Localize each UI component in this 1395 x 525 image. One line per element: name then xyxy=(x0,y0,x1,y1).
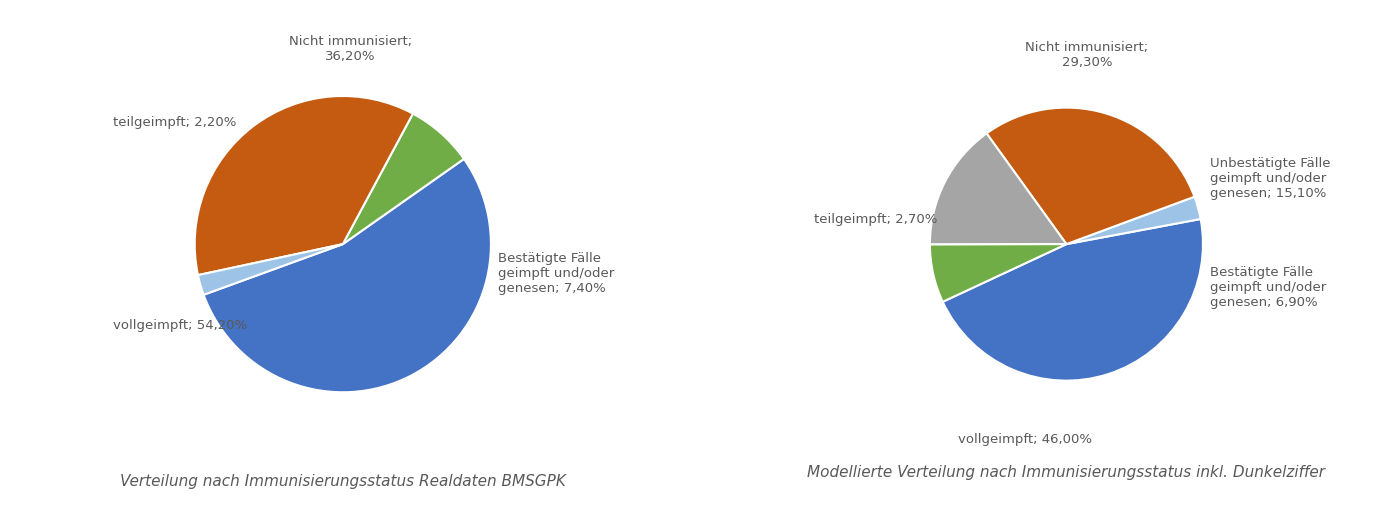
Wedge shape xyxy=(1066,197,1201,244)
Wedge shape xyxy=(204,159,491,392)
Text: Nicht immunisiert;
36,20%: Nicht immunisiert; 36,20% xyxy=(289,35,412,64)
Text: vollgeimpft; 54,20%: vollgeimpft; 54,20% xyxy=(113,319,247,332)
Wedge shape xyxy=(195,96,413,275)
Wedge shape xyxy=(343,113,465,244)
Wedge shape xyxy=(943,219,1202,381)
Wedge shape xyxy=(930,244,1066,302)
Text: Unbestätigte Fälle
geimpft und/oder
genesen; 15,10%: Unbestätigte Fälle geimpft und/oder gene… xyxy=(1209,157,1331,200)
Text: Nicht immunisiert;
29,30%: Nicht immunisiert; 29,30% xyxy=(1025,41,1148,69)
Text: teilgeimpft; 2,20%: teilgeimpft; 2,20% xyxy=(113,116,237,129)
Text: teilgeimpft; 2,70%: teilgeimpft; 2,70% xyxy=(813,213,937,226)
Text: Bestätigte Fälle
geimpft und/oder
genesen; 7,40%: Bestätigte Fälle geimpft und/oder genese… xyxy=(498,252,615,295)
Text: vollgeimpft; 46,00%: vollgeimpft; 46,00% xyxy=(958,433,1092,446)
Wedge shape xyxy=(930,133,1066,245)
Wedge shape xyxy=(198,244,343,295)
Text: Verteilung nach Immunisierungsstatus Realdaten BMSGPK: Verteilung nach Immunisierungsstatus Rea… xyxy=(120,474,566,489)
Wedge shape xyxy=(986,108,1194,244)
Text: Modellierte Verteilung nach Immunisierungsstatus inkl. Dunkelziffer: Modellierte Verteilung nach Immunisierun… xyxy=(808,465,1325,480)
Text: Bestätigte Fälle
geimpft und/oder
genesen; 6,90%: Bestätigte Fälle geimpft und/oder genese… xyxy=(1209,266,1327,309)
